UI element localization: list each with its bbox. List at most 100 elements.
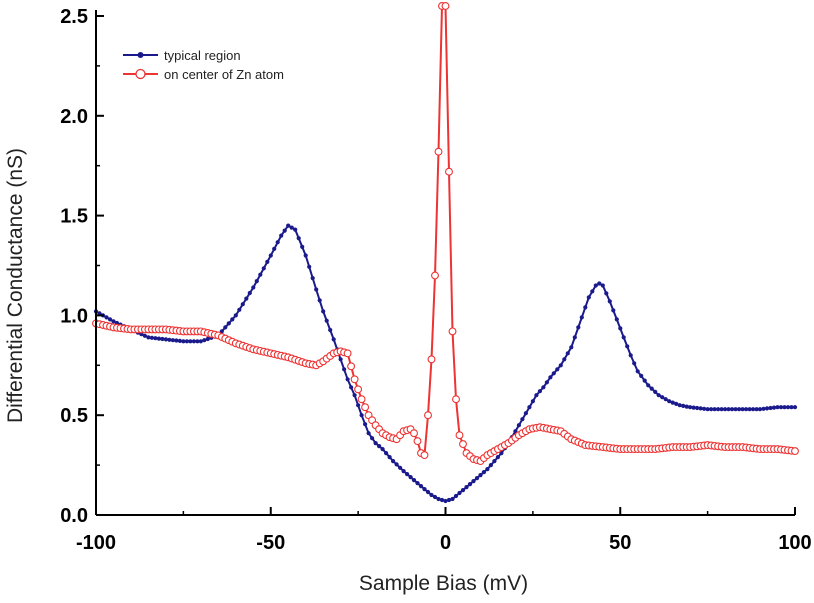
data-point [558, 363, 563, 368]
data-point [579, 315, 584, 320]
data-point [757, 407, 763, 412]
data-point [478, 473, 483, 478]
x-tick-label: -50 [256, 532, 285, 554]
data-point [338, 357, 343, 362]
data-point [296, 236, 301, 241]
data-point [324, 318, 329, 323]
data-point [632, 361, 637, 366]
data-point [726, 407, 731, 412]
data-point [377, 444, 382, 449]
data-point [226, 321, 231, 326]
data-point [660, 395, 665, 400]
data-point [357, 395, 366, 404]
data-point [789, 405, 794, 410]
data-point [761, 406, 766, 411]
data-point [410, 429, 418, 438]
data-point [401, 469, 406, 474]
data-point [310, 276, 315, 281]
data-point [349, 385, 354, 390]
data-point [415, 481, 420, 486]
y-tick-label: 1.5 [60, 206, 88, 228]
data-point [747, 407, 752, 412]
x-tick-label: 50 [609, 532, 631, 554]
data-point [223, 325, 228, 330]
data-point [427, 355, 436, 364]
data-point [275, 240, 280, 245]
data-point [237, 307, 242, 312]
data-point [452, 395, 460, 404]
data-point [247, 290, 252, 296]
data-point [184, 339, 189, 344]
data-point [569, 345, 574, 350]
data-point [149, 335, 154, 340]
data-point [684, 404, 689, 409]
data-point [516, 423, 522, 428]
data-point [439, 497, 445, 503]
data-point [492, 459, 497, 464]
data-point [730, 407, 735, 412]
data-point [625, 344, 630, 349]
data-point [191, 339, 196, 344]
data-point [436, 496, 441, 502]
data-point [432, 494, 438, 500]
data-point [289, 225, 294, 230]
axes-layer: -100 -50 0 50 100 0.0 0.5 1.0 1.5 2.0 2.5 [60, 6, 812, 554]
data-point [635, 369, 640, 374]
data-point [733, 407, 738, 412]
data-point [405, 472, 410, 477]
data-point [230, 317, 235, 322]
data-point [520, 417, 525, 422]
data-point [317, 298, 322, 303]
data-point [258, 272, 263, 277]
series-typical-region [93, 223, 798, 504]
data-point [716, 407, 721, 412]
data-point [618, 326, 623, 331]
data-point [431, 271, 439, 280]
data-point [441, 2, 450, 10]
data-point [649, 386, 654, 391]
data-point [160, 336, 165, 342]
data-point [174, 338, 179, 343]
data-point [702, 406, 707, 411]
data-point [272, 246, 277, 251]
y-axis-title: Differential Conductance (nS) [4, 148, 27, 423]
x-axis-title: Sample Bias (mV) [359, 572, 528, 595]
data-point [530, 399, 536, 404]
data-point [597, 281, 602, 286]
data-point [611, 308, 616, 313]
data-point [457, 490, 462, 496]
data-point [356, 403, 361, 408]
data-point [565, 351, 570, 356]
data-point [373, 441, 378, 446]
data-point [107, 317, 113, 322]
legend-marker [137, 52, 144, 58]
data-point [286, 223, 291, 228]
data-point [420, 451, 429, 460]
data-point [422, 487, 427, 492]
data-point [387, 455, 392, 460]
data-point [681, 403, 686, 408]
data-point [527, 405, 532, 410]
data-point [775, 405, 780, 410]
data-point [384, 451, 389, 456]
legend-label: on center of Zn atom [164, 67, 284, 82]
data-point [614, 317, 619, 322]
data-point [429, 492, 434, 498]
data-point [240, 302, 245, 307]
data-point [321, 309, 326, 314]
data-point [751, 407, 756, 412]
data-point [380, 447, 385, 452]
data-point [251, 285, 256, 290]
data-point [398, 465, 403, 470]
data-point [705, 407, 710, 412]
data-point [593, 283, 598, 288]
data-point [488, 463, 493, 468]
data-point [782, 405, 787, 410]
data-point [261, 266, 266, 271]
data-point [600, 283, 605, 288]
data-point [347, 362, 356, 371]
data-point [785, 405, 791, 410]
data-point [455, 431, 464, 440]
data-point [548, 375, 553, 380]
y-tick-label: 0.0 [60, 505, 88, 527]
